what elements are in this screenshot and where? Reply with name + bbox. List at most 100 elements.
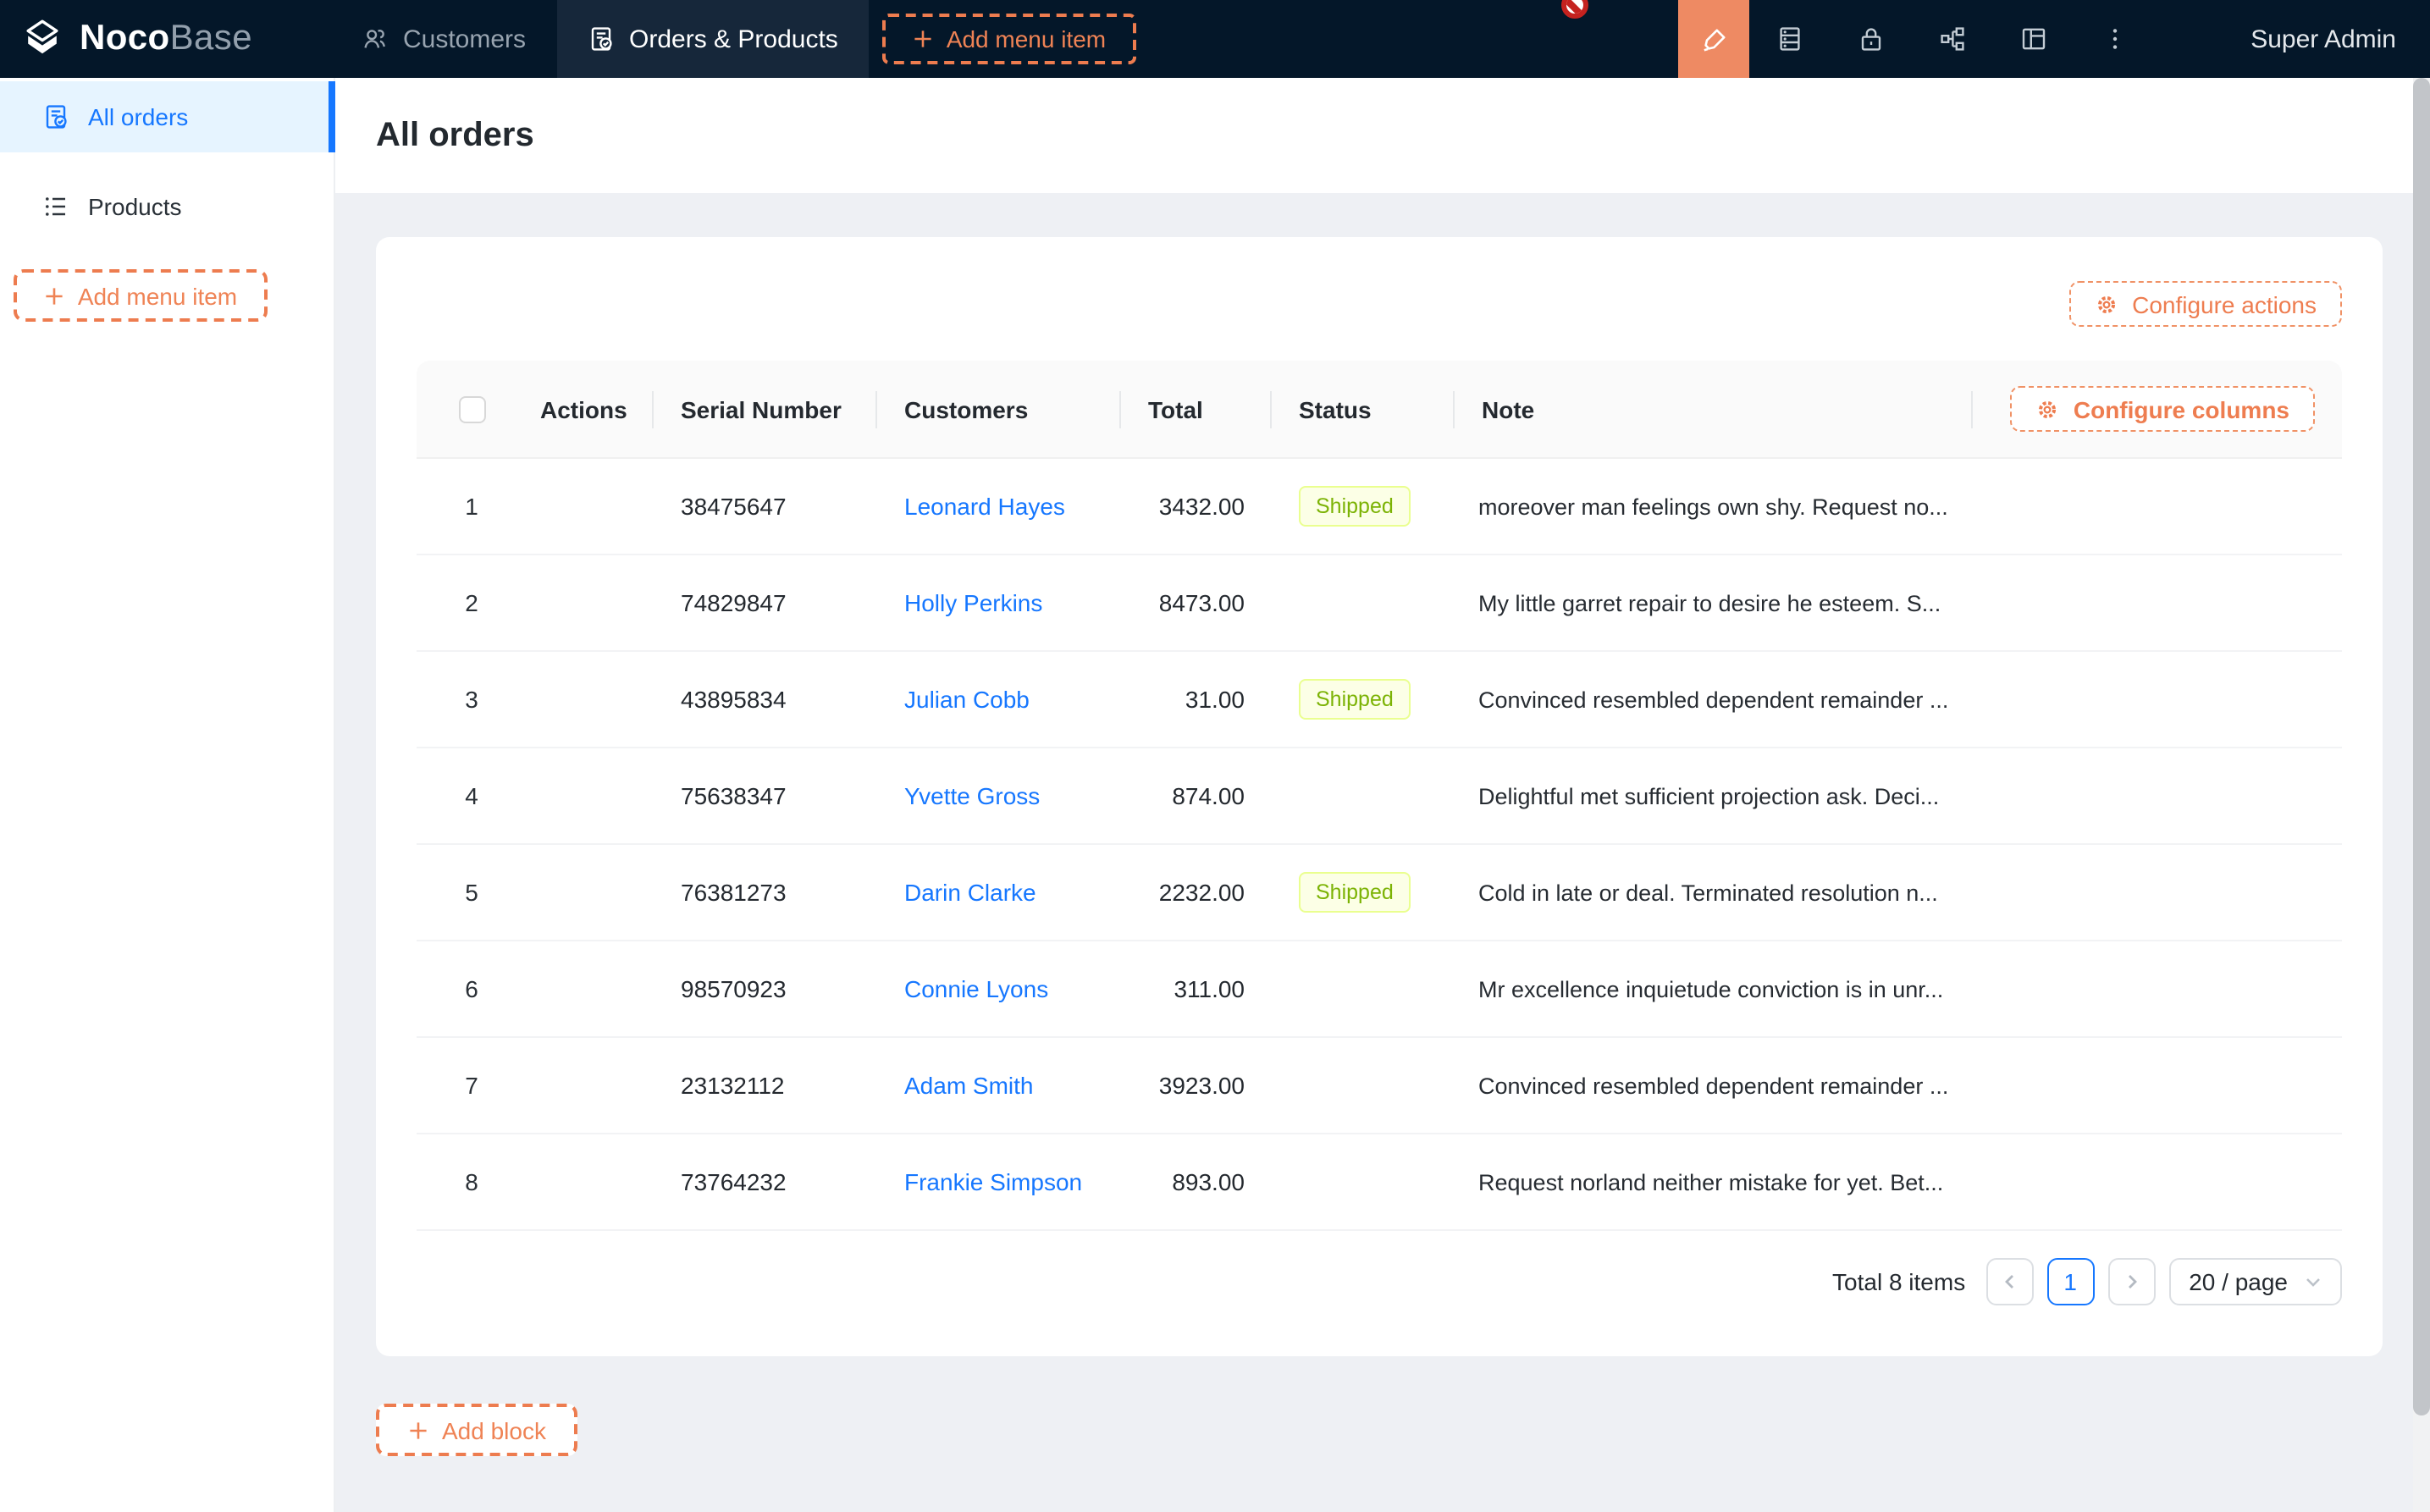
table-actions-row: Configure actions [417, 281, 2342, 327]
customer-cell: Connie Lyons [877, 941, 1121, 1038]
layout-icon [2020, 25, 2047, 52]
pagination: Total 8 items 1 20 / page [417, 1258, 2342, 1305]
status-cell [1272, 941, 1455, 1038]
configure-actions-button[interactable]: Configure actions [2069, 281, 2342, 327]
customer-cell: Adam Smith [877, 1038, 1121, 1134]
column-header-customers: Customers [877, 361, 1121, 459]
sidebar-item-products[interactable]: Products [0, 171, 334, 242]
row-config-cell [1973, 748, 2342, 845]
column-header-status: Status [1272, 361, 1455, 459]
status-tag: Shipped [1299, 486, 1411, 527]
note-cell: My little garret repair to desire he est… [1455, 555, 1973, 652]
page-size-value: 20 / page [2189, 1268, 2288, 1295]
customer-link[interactable]: Holly Perkins [904, 589, 1042, 616]
list-icon [42, 193, 69, 220]
add-block-button[interactable]: Add block [376, 1404, 578, 1456]
status-tag: Shipped [1299, 679, 1411, 720]
blocked-cursor-icon [1561, 0, 1588, 19]
sidebar-add-menu-item-button[interactable]: Add menu item [14, 269, 268, 322]
configure-columns-button[interactable]: Configure columns [2011, 386, 2315, 432]
actions-cell [527, 1038, 654, 1134]
row-config-cell [1973, 555, 2342, 652]
scrollbar-thumb[interactable] [2413, 78, 2430, 1415]
add-menu-item-label: Add menu item [78, 282, 237, 309]
customer-link[interactable]: Connie Lyons [904, 975, 1048, 1002]
ui-editor-button[interactable] [1678, 0, 1749, 78]
database-icon [1776, 25, 1803, 52]
navbar-add-menu-item-button[interactable]: Add menu item [882, 14, 1136, 64]
customer-link[interactable]: Frankie Simpson [904, 1168, 1082, 1195]
table-row: 8 73764232 Frankie Simpson 893.00 Reques… [417, 1134, 2342, 1231]
customer-cell: Leonard Hayes [877, 459, 1121, 555]
row-config-cell [1973, 459, 2342, 555]
select-all-checkbox[interactable] [458, 395, 485, 422]
column-header-note: Note [1455, 361, 1973, 459]
layout-button[interactable] [1993, 0, 2074, 78]
main-area: All orders Configure actions [335, 78, 2430, 1512]
orders-table: Actions Serial Number Customers Total St… [417, 361, 2342, 1231]
row-number-cell: 6 [417, 941, 527, 1038]
ellipsis-vertical-icon [2101, 25, 2129, 52]
row-number-cell: 2 [417, 555, 527, 652]
customer-link[interactable]: Darin Clarke [904, 879, 1036, 906]
customer-cell: Frankie Simpson [877, 1134, 1121, 1231]
customer-link[interactable]: Julian Cobb [904, 686, 1030, 713]
actions-cell [527, 1134, 654, 1231]
customer-cell: Yvette Gross [877, 748, 1121, 845]
row-number-cell: 3 [417, 652, 527, 748]
top-navbar: NocoBase Customers [0, 0, 2430, 78]
serial-number-cell: 76381273 [654, 845, 877, 941]
page-size-select[interactable]: 20 / page [2168, 1258, 2342, 1305]
table-row: 7 23132112 Adam Smith 3923.00 Convinced … [417, 1038, 2342, 1134]
sidebar-item-all-orders[interactable]: All orders [0, 81, 334, 152]
row-config-cell [1973, 652, 2342, 748]
customer-link[interactable]: Yvette Gross [904, 782, 1040, 809]
nav-tab-orders-products[interactable]: Orders & Products [556, 0, 869, 78]
database-button[interactable] [1749, 0, 1831, 78]
pagination-next-button[interactable] [2107, 1258, 2155, 1305]
gear-icon [2095, 292, 2118, 316]
status-cell: Shipped [1272, 459, 1455, 555]
more-options-button[interactable] [2074, 0, 2156, 78]
nav-tab-customers[interactable]: Customers [330, 0, 556, 78]
row-number-cell: 8 [417, 1134, 527, 1231]
navbar-right-actions: Super Admin [1678, 0, 2430, 78]
total-cell: 3923.00 [1121, 1038, 1272, 1134]
row-number-cell: 1 [417, 459, 527, 555]
note-cell: Convinced resembled dependent remainder … [1455, 652, 1973, 748]
plugins-button[interactable] [1912, 0, 1993, 78]
file-done-icon [587, 25, 614, 52]
actions-cell [527, 652, 654, 748]
serial-number-cell: 38475647 [654, 459, 877, 555]
page-title: All orders [376, 116, 534, 155]
pagination-prev-button[interactable] [1985, 1258, 2033, 1305]
add-menu-item-label: Add menu item [947, 25, 1106, 52]
lock-icon [1858, 25, 1885, 52]
status-cell [1272, 748, 1455, 845]
total-cell: 2232.00 [1121, 845, 1272, 941]
row-config-cell [1973, 1134, 2342, 1231]
orders-table-body: 1 38475647 Leonard Hayes 3432.00 Shipped… [417, 459, 2342, 1231]
configure-columns-label: Configure columns [2074, 395, 2289, 422]
sidebar: All orders Products Add menu item [0, 78, 335, 1512]
pagination-page-1[interactable]: 1 [2046, 1258, 2094, 1305]
plus-icon [408, 1420, 428, 1440]
row-config-cell [1973, 845, 2342, 941]
table-row: 5 76381273 Darin Clarke 2232.00 Shipped … [417, 845, 2342, 941]
nocobase-logo[interactable]: NocoBase [0, 0, 269, 78]
vertical-scrollbar [2413, 78, 2430, 1512]
note-cell: Cold in late or deal. Terminated resolut… [1455, 845, 1973, 941]
team-icon [361, 25, 388, 52]
lock-button[interactable] [1831, 0, 1912, 78]
content-area: Configure actions Actions Serial Number … [335, 193, 2430, 1456]
plus-icon [913, 29, 933, 49]
note-cell: Request norland neither mistake for yet.… [1455, 1134, 1973, 1231]
note-cell: Convinced resembled dependent remainder … [1455, 1038, 1973, 1134]
status-cell [1272, 1134, 1455, 1231]
apartment-icon [1939, 25, 1966, 52]
user-menu[interactable]: Super Admin [2156, 0, 2430, 78]
total-cell: 311.00 [1121, 941, 1272, 1038]
logo-text: NocoBase [80, 19, 252, 59]
customer-link[interactable]: Leonard Hayes [904, 493, 1065, 520]
customer-link[interactable]: Adam Smith [904, 1072, 1034, 1099]
